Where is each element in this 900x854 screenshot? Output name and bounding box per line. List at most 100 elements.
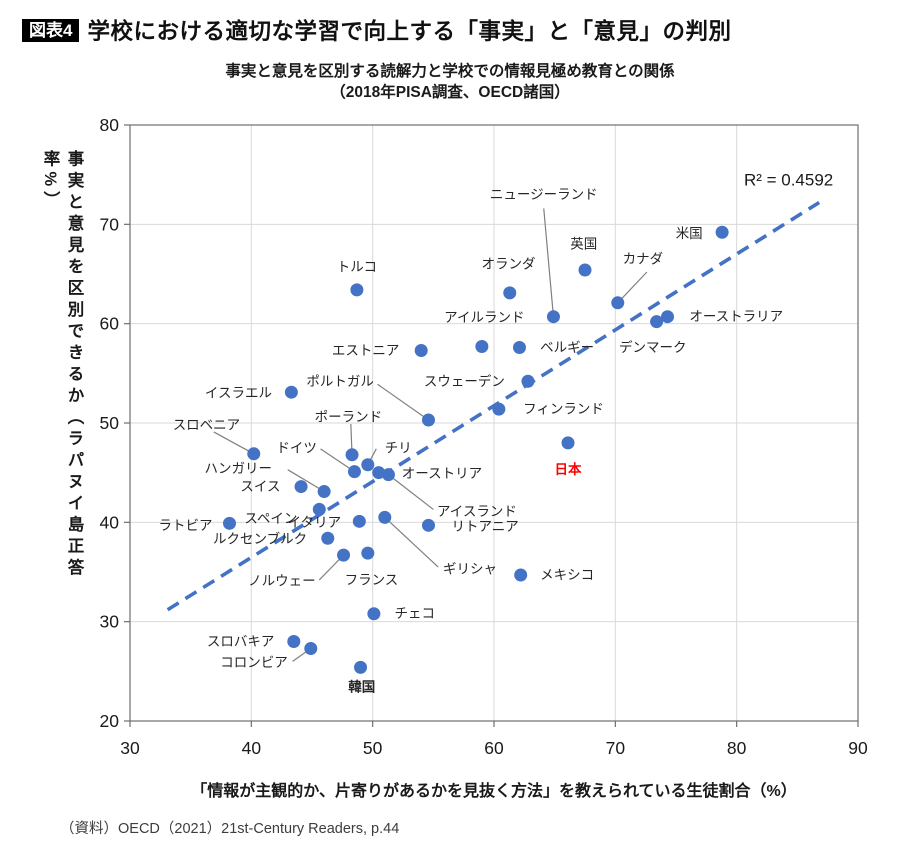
data-point	[414, 343, 428, 357]
country-label: リトアニア	[452, 519, 519, 534]
source-note: （資料）OECD（2021）21st-Century Readers, p.44	[60, 821, 400, 837]
chart-subtitle-line1: 事実と意見を区別する読解力と学校での情報見極め教育との関係	[225, 63, 675, 80]
country-label: 英国	[570, 236, 597, 252]
country-label: チリ	[385, 440, 412, 455]
country-label: コロンビア	[220, 655, 288, 670]
chart-subtitle-line2: （2018年PISA調査、OECD諸国）	[330, 84, 570, 101]
page-title: 学校における適切な学習で向上する「事実」と「意見」の判別	[87, 19, 732, 44]
data-point	[661, 310, 675, 324]
data-point	[354, 660, 368, 674]
country-label: ベルギー	[540, 340, 594, 355]
data-point	[350, 283, 364, 297]
country-label: ポルトガル	[306, 374, 374, 389]
leader-line	[287, 469, 325, 493]
data-point	[337, 548, 351, 562]
leader-line	[384, 516, 439, 568]
country-label: フランス	[345, 572, 399, 587]
country-label: オランダ	[482, 257, 536, 272]
data-point	[381, 468, 395, 482]
data-point	[352, 514, 366, 528]
y-tick-label: 60	[100, 314, 120, 334]
leader-line	[543, 208, 555, 317]
y-tick-label: 70	[100, 214, 120, 234]
country-label: ルクセンブルク	[213, 531, 307, 547]
leader-line	[213, 431, 255, 455]
country-label: アイルランド	[444, 310, 524, 325]
country-label: オーストリア	[402, 466, 482, 481]
country-label: スロベニア	[173, 417, 241, 432]
data-point	[492, 402, 506, 416]
data-point	[345, 448, 359, 462]
leader-line	[388, 474, 434, 510]
country-label: フィンランド	[523, 402, 604, 417]
country-label: デンマーク	[619, 339, 687, 355]
x-tick-label: 30	[120, 738, 140, 758]
data-point	[546, 310, 560, 324]
country-label: 韓国	[348, 679, 375, 695]
y-tick-label: 50	[100, 413, 120, 433]
country-label: スロバキア	[207, 634, 275, 649]
data-point	[561, 436, 575, 450]
x-tick-label: 80	[727, 738, 747, 758]
data-point	[294, 480, 308, 494]
r2-label: R² = 0.4592	[744, 171, 833, 190]
data-point	[611, 296, 625, 310]
x-tick-label: 50	[363, 738, 383, 758]
country-label: チェコ	[395, 606, 436, 621]
figure-tag: 図表4	[22, 18, 80, 42]
country-label: ニュージーランド	[490, 187, 598, 202]
y-tick-label: 40	[100, 512, 120, 532]
data-point	[503, 286, 517, 300]
x-axis-title: 「情報が主観的か、片寄りがあるかを見抜く方法」を教えられている生徒割合（%）	[191, 783, 797, 800]
data-point	[361, 458, 375, 472]
data-point	[378, 510, 392, 524]
country-label: イスラエル	[205, 386, 272, 401]
data-point	[347, 465, 361, 479]
data-point	[367, 607, 381, 621]
data-point	[361, 546, 375, 560]
data-point	[284, 385, 298, 399]
figure-header: 図表4 学校における適切な学習で向上する「事実」と「意見」の判別	[22, 14, 731, 46]
country-label: スウェーデン	[424, 373, 505, 389]
y-tick-label: 80	[100, 115, 120, 135]
country-label: ドイツ	[276, 440, 317, 455]
country-label: 日本	[555, 461, 583, 477]
country-label: オーストラリア	[689, 309, 783, 324]
country-label: 米国	[676, 226, 703, 241]
country-label: カナダ	[623, 252, 664, 267]
country-label: メキシコ	[540, 567, 594, 582]
country-label: ハンガリー	[204, 461, 272, 476]
country-label: ノルウェー	[248, 573, 316, 588]
data-point	[578, 263, 592, 277]
data-point	[421, 413, 435, 427]
country-label: スペイン	[244, 511, 297, 526]
country-label: トルコ	[337, 260, 377, 275]
x-tick-label: 70	[606, 738, 626, 758]
country-label: ラトビア	[159, 518, 213, 533]
data-point	[312, 502, 326, 516]
data-point	[321, 531, 335, 545]
data-point	[650, 315, 664, 329]
data-point	[317, 485, 331, 499]
y-tick-label: 20	[100, 711, 120, 731]
data-point	[521, 374, 535, 388]
y-tick-label: 30	[100, 612, 120, 632]
data-point	[222, 516, 236, 530]
data-point	[287, 635, 301, 649]
leader-line	[617, 271, 648, 304]
country-label: アイスランド	[437, 504, 517, 519]
data-point	[475, 340, 489, 354]
x-tick-label: 40	[242, 738, 262, 758]
data-point	[512, 341, 526, 355]
leader-line	[377, 383, 429, 421]
data-point	[715, 225, 729, 239]
data-point	[421, 518, 435, 532]
chart-subtitle: 事実と意見を区別する読解力と学校での情報見極め教育との関係 （2018年PISA…	[0, 61, 900, 103]
country-label: エストニア	[332, 343, 400, 358]
x-tick-label: 90	[848, 738, 868, 758]
data-point	[247, 447, 261, 461]
data-point	[514, 568, 528, 582]
x-tick-label: 60	[484, 738, 504, 758]
y-axis-title: 事実と意見を区別できるか（ラパヌイ島正答率%）	[41, 150, 83, 580]
